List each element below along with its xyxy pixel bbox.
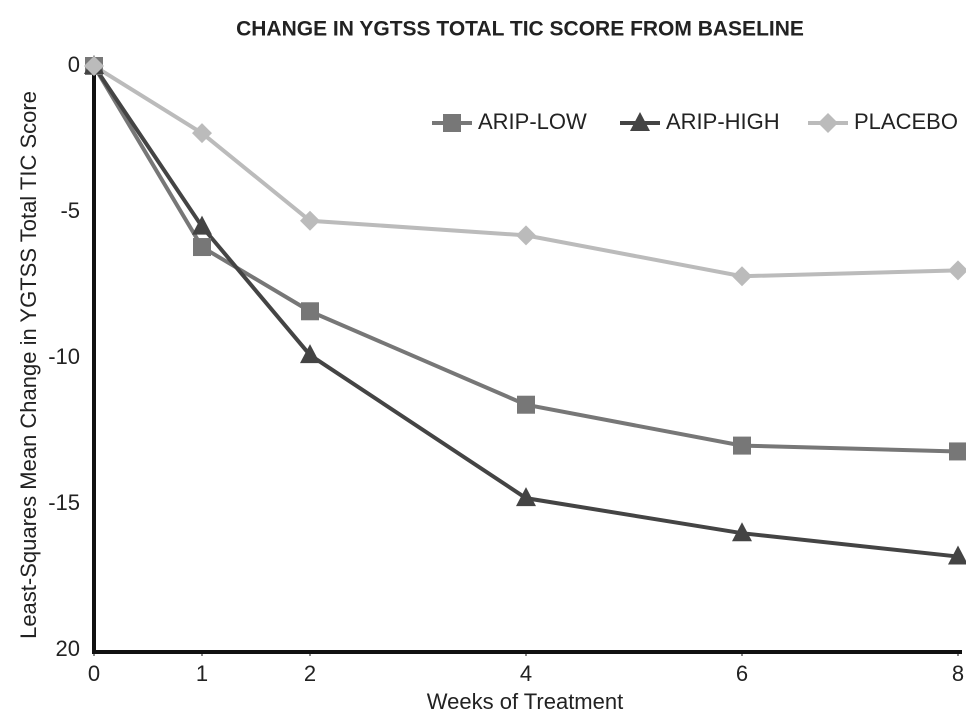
y-tick-label: -5 (60, 198, 80, 223)
y-tick-label: 20 (56, 636, 80, 661)
data-point (84, 56, 104, 76)
data-point (732, 266, 752, 287)
legend-label: ARIP-HIGH (666, 109, 780, 134)
data-point (732, 522, 752, 542)
data-point (516, 487, 536, 507)
legend-marker (630, 112, 650, 131)
y-tick-label: -10 (48, 344, 80, 369)
x-tick-label: 2 (304, 661, 316, 686)
data-point (301, 302, 319, 321)
series-line (92, 64, 959, 559)
x-tick-label: 8 (952, 661, 964, 686)
data-point (192, 215, 212, 235)
x-tick-label: 4 (520, 661, 532, 686)
chart-title: CHANGE IN YGTSS TOTAL TIC SCORE FROM BAS… (236, 18, 804, 41)
data-point (949, 442, 966, 461)
legend-label: ARIP-LOW (478, 109, 587, 134)
data-point (517, 395, 535, 414)
data-point (948, 260, 966, 281)
legend-marker (818, 113, 838, 133)
data-point (300, 210, 320, 231)
y-tick-label: 0 (68, 52, 80, 77)
data-point (192, 123, 212, 144)
data-point (948, 545, 966, 565)
y-axis-label: Least-Squares Mean Change in YGTSS Total… (16, 91, 41, 639)
legend-label: PLACEBO (854, 109, 958, 134)
series-line (92, 64, 959, 279)
y-tick-label: -15 (48, 490, 80, 515)
data-point (193, 238, 211, 257)
x-tick-label: 0 (88, 661, 100, 686)
data-point (733, 436, 751, 455)
data-point (516, 225, 536, 246)
legend-marker (443, 114, 461, 132)
x-tick-label: 6 (736, 661, 748, 686)
data-point (300, 344, 320, 364)
x-tick-label: 1 (196, 661, 208, 686)
x-axis-label: Weeks of Treatment (427, 689, 623, 714)
series-line (92, 64, 959, 454)
